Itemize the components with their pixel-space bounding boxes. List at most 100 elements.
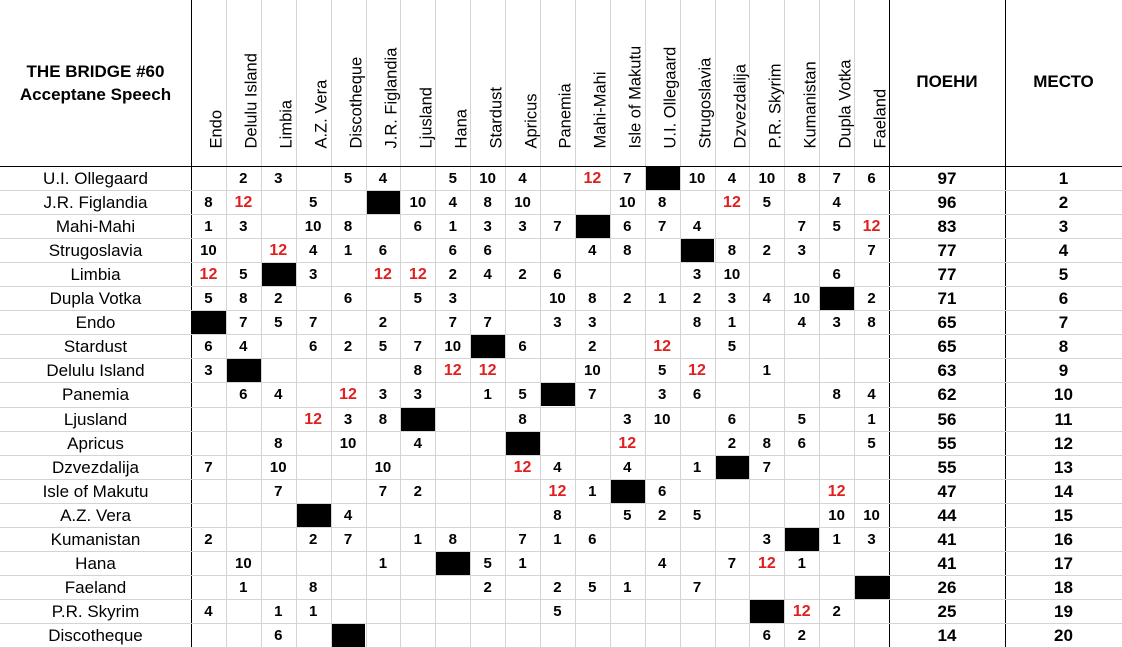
total-points: 97 xyxy=(937,169,957,188)
vote-score: 5 xyxy=(623,506,632,524)
final-place: 3 xyxy=(1058,217,1069,237)
vote-score: 5 xyxy=(692,506,702,524)
voter-column-header: Discotheque xyxy=(331,0,366,166)
vote-score: 4 xyxy=(413,434,422,452)
vote-score: 12 xyxy=(757,554,776,572)
vote-score: 5 xyxy=(588,578,597,596)
self-vote-block xyxy=(610,479,645,503)
vote-score: 1 xyxy=(343,242,353,260)
vote-score: 6 xyxy=(832,266,841,284)
vote-score: 5 xyxy=(378,338,388,356)
column-divider xyxy=(295,0,297,647)
vote-score: 10 xyxy=(479,170,496,187)
vote-score: 2 xyxy=(623,290,632,308)
vote-score: 1 xyxy=(308,602,318,620)
vote-score: 3 xyxy=(762,530,771,548)
row-divider xyxy=(0,478,1122,480)
vote-score: 7 xyxy=(588,386,597,404)
title-line-1: THE BRIDGE #60 xyxy=(26,62,165,81)
vote-score: 6 xyxy=(797,434,806,452)
vote-score: 3 xyxy=(692,266,702,284)
self-vote-block xyxy=(750,599,785,623)
vote-score: 8 xyxy=(483,194,492,212)
voter-column-header: A.Z. Vera xyxy=(296,0,331,166)
vote-score: 2 xyxy=(518,266,527,284)
column-divider xyxy=(505,0,507,647)
vote-score: 4 xyxy=(204,602,213,620)
vote-score: 6 xyxy=(239,386,248,404)
vote-score: 4 xyxy=(657,554,667,572)
country-name: Stardust xyxy=(63,337,128,357)
voter-name: Ljusland xyxy=(417,87,436,149)
vote-score: 2 xyxy=(239,170,248,187)
vote-score: 10 xyxy=(758,170,776,187)
vote-score: 4 xyxy=(692,218,702,236)
vote-score: 2 xyxy=(692,290,702,308)
vote-score: 3 xyxy=(727,290,737,308)
vote-score: 8 xyxy=(623,242,632,260)
vote-score: 5 xyxy=(343,170,353,187)
final-place: 15 xyxy=(1054,505,1073,525)
vote-score: 7 xyxy=(239,314,248,332)
voter-column-header: Panemia xyxy=(540,0,575,166)
vote-score: 3 xyxy=(623,410,632,428)
country-name: Dupla Votka xyxy=(49,289,142,309)
vote-score: 4 xyxy=(518,170,527,187)
total-points: 65 xyxy=(937,337,957,357)
voter-name: Isle of Makutu xyxy=(626,45,645,149)
row-divider xyxy=(0,190,1122,192)
column-divider xyxy=(609,0,611,647)
vote-score: 1 xyxy=(797,554,806,572)
vote-score: 2 xyxy=(483,578,492,596)
vote-score: 7 xyxy=(274,482,283,500)
voter-name: P.R. Skyrim xyxy=(766,63,785,149)
vote-score: 1 xyxy=(483,386,492,404)
vote-score: 8 xyxy=(727,242,737,260)
final-place: 9 xyxy=(1058,361,1069,381)
vote-score: 7 xyxy=(204,458,213,476)
voter-column-header: Apricus xyxy=(505,0,540,166)
vote-score: 12 xyxy=(304,410,323,428)
row-divider xyxy=(0,526,1122,528)
total-points: 41 xyxy=(937,553,957,573)
vote-score: 5 xyxy=(867,434,876,452)
total-points: 44 xyxy=(937,505,957,525)
vote-score: 2 xyxy=(727,434,737,452)
country-name: Apricus xyxy=(67,433,124,453)
vote-score: 2 xyxy=(413,482,422,500)
voter-column-header: Strugoslavia xyxy=(680,0,715,166)
final-place: 16 xyxy=(1054,529,1073,549)
country-name: P.R. Skyrim xyxy=(51,601,140,621)
column-divider xyxy=(540,0,541,647)
row-divider xyxy=(0,574,1122,576)
vote-score: 6 xyxy=(518,338,527,356)
total-points: 65 xyxy=(937,313,957,333)
column-divider xyxy=(784,0,786,647)
vote-score: 10 xyxy=(374,458,392,476)
vote-score: 8 xyxy=(274,434,283,452)
row-divider xyxy=(0,622,1122,624)
vote-score: 5 xyxy=(448,170,457,187)
final-place: 12 xyxy=(1054,433,1073,453)
total-points: 14 xyxy=(937,625,957,645)
total-points: 63 xyxy=(937,361,957,381)
vote-score: 6 xyxy=(343,290,353,308)
self-vote-block xyxy=(226,359,261,383)
vote-score: 6 xyxy=(762,626,771,644)
vote-score: 7 xyxy=(657,218,667,236)
row-divider xyxy=(0,310,1122,312)
row-divider xyxy=(0,502,1122,504)
vote-score: 7 xyxy=(832,170,841,187)
final-place: 10 xyxy=(1054,385,1073,405)
vote-score: 6 xyxy=(204,338,213,356)
vote-score: 3 xyxy=(518,218,527,236)
self-vote-block xyxy=(855,575,889,599)
vote-score: 5 xyxy=(797,410,806,428)
self-vote-block xyxy=(820,287,855,311)
vote-score: 12 xyxy=(862,218,881,236)
row-divider xyxy=(0,430,1122,432)
vote-score: 3 xyxy=(797,242,806,260)
vote-score: 5 xyxy=(727,338,737,356)
vote-score: 3 xyxy=(308,266,318,284)
place-header: МЕСТО xyxy=(1033,72,1094,91)
